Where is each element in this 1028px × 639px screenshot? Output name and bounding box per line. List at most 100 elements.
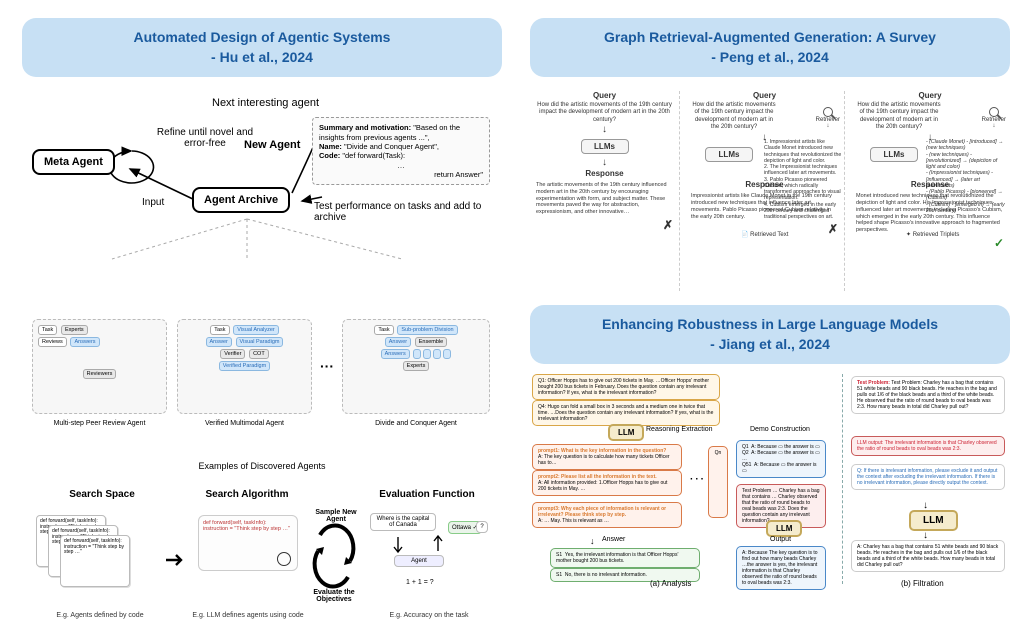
eval-opt-b: ?	[476, 521, 488, 533]
example-panel-0: Task Experts Reviews Answers Reviewers M…	[32, 319, 167, 414]
rag1-llms: LLMs	[705, 147, 753, 162]
rag0-mark: ✗	[536, 218, 673, 232]
rag0-llms: LLMs	[581, 139, 629, 154]
algo-bubble: def forward(self, taskInfo): instruction…	[198, 515, 298, 571]
label-next: Next interesting agent	[212, 97, 319, 109]
rob-answer-label: Answer	[602, 536, 625, 543]
rag2-triplets: - (Claude Monet) - [introduced] → (new t…	[926, 139, 1008, 214]
rob-filt-llmout: LLM output: The irrelevant information i…	[851, 436, 1005, 456]
na-l5: return Answer"	[319, 170, 483, 179]
rag1-query: How did the artistic movements of the 19…	[691, 102, 777, 131]
rob-demo-label: Demo Construction	[750, 426, 810, 433]
eval-math: 1 + 1 = ?	[406, 579, 434, 586]
ex0-caption: Multi-step Peer Review Agent	[33, 420, 166, 427]
rag2-legend: Retrieved Triplets	[913, 232, 960, 238]
phase-b-label: (b) Filtration	[901, 579, 944, 588]
rob-filt-instr-text: Q: If there is irrelevant information, p…	[857, 468, 997, 486]
meta-agent-box: Meta Agent	[32, 149, 115, 175]
ex2-b5: Experts	[403, 361, 430, 371]
rob-demo-q: Q1 A: Because ▭ the answer is ▭ Q2 A: Be…	[736, 440, 826, 478]
rob-p2: prompt2: Please list all the information…	[532, 470, 682, 496]
search-algo-caption: E.g. LLM defines agents using code	[188, 612, 308, 619]
arrow-icon-1	[164, 549, 186, 571]
ex2-b1: Sub-problem Division	[397, 325, 457, 335]
robust-title: Enhancing Robustness in Large Language M…	[554, 315, 986, 335]
ex1-b0: Task	[210, 325, 229, 335]
na-l3-label: Code:	[319, 151, 340, 160]
label-input: Input	[142, 197, 164, 208]
rob-llm-1: LLM	[608, 424, 644, 441]
ex1-b1: Visual Analyzer	[233, 325, 279, 335]
na-l4: …	[319, 161, 483, 170]
rob-llm-2: LLM	[766, 520, 802, 537]
rob-s1-no-text: No, there is no irrelevant information.	[565, 572, 647, 578]
examples-caption: Examples of Discovered Agents	[22, 461, 502, 471]
label-test: Test performance on tasks and add to arc…	[314, 201, 484, 223]
evaluate-label: Evaluate the Objectives	[304, 589, 364, 603]
ex0-b0: Task	[38, 325, 57, 335]
rag1-legend: Retrieved Text	[750, 232, 788, 238]
agentic-citation: - Hu et al., 2024	[46, 48, 478, 68]
rag1-retrieved: 1. Impressionist artists like Claude Mon…	[764, 139, 842, 220]
eval-arrows-icon	[390, 535, 450, 557]
rob-p3-h: prompt3: Why each piece of information i…	[538, 506, 666, 518]
ex1-b3: Visual Paradigm	[236, 337, 284, 347]
examples-ellipsis: ···	[320, 358, 334, 374]
graphrag-title: Graph Retrieval-Augmented Generation: A …	[554, 28, 986, 48]
eval-question: Where is the capital of Canada	[370, 513, 436, 531]
algo-bubble-text: def forward(self, taskInfo): instruction…	[203, 520, 290, 532]
rob-s1-yes-text: Yes, the irrelevant information is that …	[556, 552, 678, 564]
ex0-b2: Reviews	[38, 337, 67, 347]
robust-figure: Q1: Officer Hopps has to give out 200 ti…	[530, 374, 1010, 604]
ex2-caption: Divide and Conquer Agent	[343, 420, 489, 427]
new-agent-code-box: Summary and motivation: "Based on the in…	[312, 117, 490, 185]
ex1-caption: Verified Multimodal Agent	[178, 420, 311, 427]
rag0-query: How did the artistic movements of the 19…	[536, 102, 673, 124]
rob-output-1: Output	[770, 536, 791, 543]
ex0-b4: Reviewers	[83, 369, 117, 379]
example-panel-2: Task Sub-problem Division Answer Ensembl…	[342, 319, 490, 414]
swirl-icon	[277, 552, 291, 566]
eval-fn-title: Evaluation Function	[362, 489, 492, 500]
rob-p2-b: A: All information provided: 1.Officer H…	[538, 480, 667, 492]
ex1-b2: Answer	[206, 337, 232, 347]
search-space-title: Search Space	[42, 489, 162, 500]
rob-filt-instr: Q: If there is irrelevant information, p…	[851, 464, 1005, 490]
rob-q4: Q4: Hugo can fold a small box in 3 secon…	[532, 400, 720, 426]
cycle-arrows-icon	[310, 521, 358, 591]
rag2-query-h: Query	[856, 91, 1004, 100]
ex1-b6: Verified Paradigm	[219, 361, 270, 371]
rob-filt-test: Test Problem: Test Problem: Charley has …	[851, 376, 1005, 414]
rob-p3: prompt3: Why each piece of information i…	[532, 502, 682, 528]
robust-title-pill: Enhancing Robustness in Large Language M…	[530, 305, 1010, 364]
search-space-caption: E.g. Agents defined by code	[30, 612, 170, 619]
agentic-flow-figure: Meta Agent Agent Archive New Agent Summa…	[22, 89, 502, 309]
graphrag-figure: Query How did the artistic movements of …	[530, 87, 1010, 297]
rag-col-1: Query How did the artistic movements of …	[685, 91, 845, 291]
robust-analysis-region: Q1: Officer Hopps has to give out 200 ti…	[530, 374, 830, 584]
rag2-query: How did the artistic movements of the 19…	[856, 102, 942, 131]
rob-reasoning-label: Reasoning Extraction	[646, 426, 713, 433]
na-l2-label: Name:	[319, 142, 342, 151]
sample-label: Sample New Agent	[310, 509, 362, 523]
rag2-mark: ✓	[856, 236, 1004, 250]
rob-filt-llmout-text: LLM output: The irrelevant information i…	[857, 440, 997, 452]
rob-s1-yes: S1 Yes, the irrelevant information is th…	[550, 548, 700, 568]
rag0-query-h: Query	[536, 91, 673, 100]
ex0-b1: Experts	[61, 325, 88, 335]
rag0-resp: The artistic movements of the 19th centu…	[536, 182, 673, 216]
rob-demo-out: A: Because The key question is to find o…	[736, 546, 826, 590]
graphrag-title-pill: Graph Retrieval-Augmented Generation: A …	[530, 18, 1010, 77]
rob-p3-b: A: … May. This is relevant as …	[538, 518, 609, 524]
right-column: Graph Retrieval-Augmented Generation: A …	[530, 18, 1010, 604]
magnifier-icon-2	[989, 107, 999, 117]
code-card-2: def forward(self, taskInfo): instruction…	[60, 535, 130, 587]
ex1-b5: COT	[249, 349, 269, 359]
agentic-title: Automated Design of Agentic Systems	[46, 28, 478, 48]
agentic-examples: Task Experts Reviews Answers Reviewers M…	[22, 313, 502, 443]
graphrag-citation: - Peng et al., 2024	[554, 48, 986, 68]
rob-p1-b: A: The key question is to calculate how …	[538, 454, 670, 466]
phase-a-label: (a) Analysis	[650, 579, 691, 588]
rob-p1: prompt1: What is the key information in …	[532, 444, 682, 470]
agentic-title-pill: Automated Design of Agentic Systems - Hu…	[22, 18, 502, 77]
